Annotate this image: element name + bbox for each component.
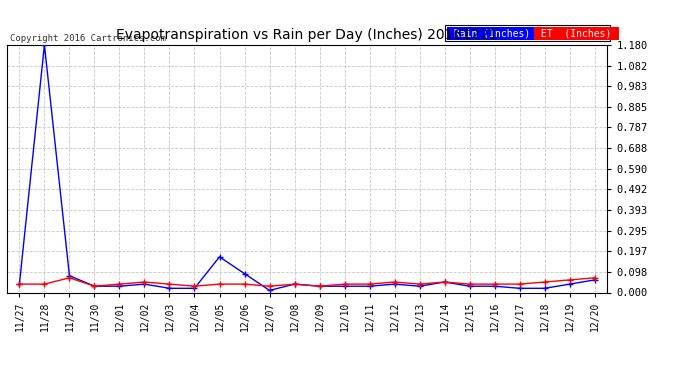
Title: Evapotranspiration vs Rain per Day (Inches) 20161221: Evapotranspiration vs Rain per Day (Inch… <box>116 28 498 42</box>
Text: ET  (Inches): ET (Inches) <box>535 29 618 39</box>
Text: Rain (Inches): Rain (Inches) <box>448 29 536 39</box>
Text: Copyright 2016 Cartronics.com: Copyright 2016 Cartronics.com <box>10 33 166 42</box>
